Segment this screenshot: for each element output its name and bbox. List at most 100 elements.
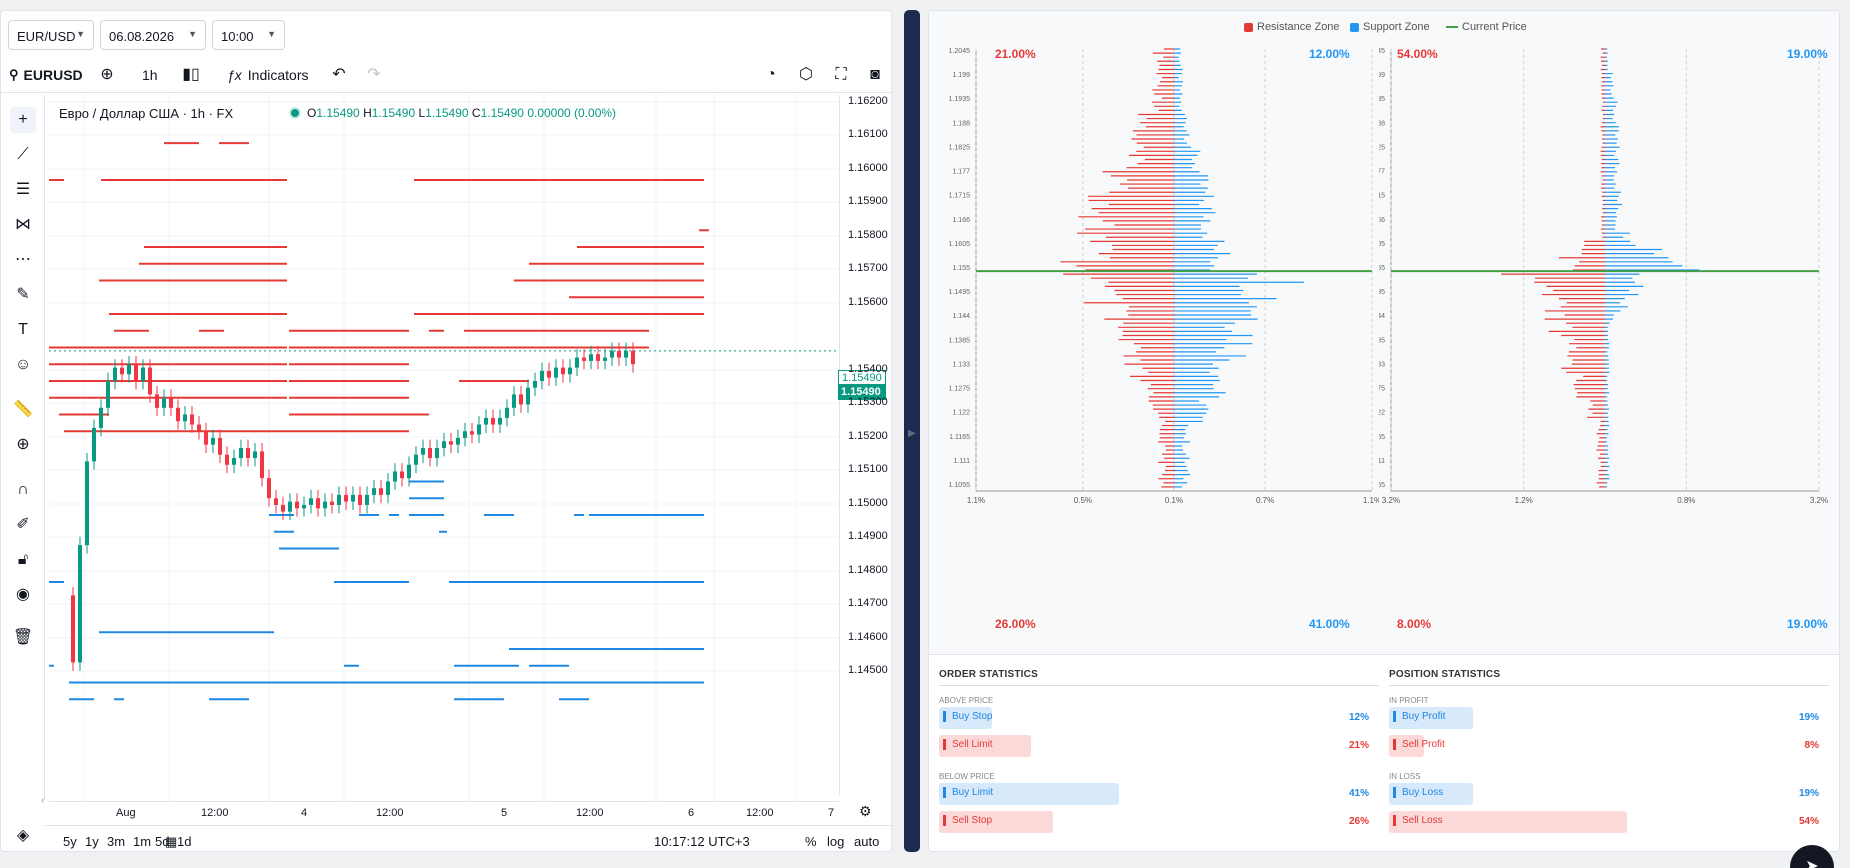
stat-row-sell-loss[interactable]: Sell Loss 54% [1389,811,1819,833]
layers-icon[interactable]: ◈ [16,827,30,844]
candle-body [624,350,628,358]
brush-icon[interactable]: ✎ [16,286,30,303]
settings-gear-icon[interactable]: ⚙ [859,803,872,819]
range-button-5d[interactable]: 5d [155,834,170,849]
stat-bar [939,707,992,729]
range-button-1y[interactable]: 1y [85,834,99,849]
candle-body [148,367,152,395]
alert-icon[interactable]: ◔ [766,66,776,83]
emoji-icon[interactable]: ☺ [14,356,32,373]
y-tick: 1.1165 [1379,434,1385,441]
interval-button[interactable]: 1h [142,63,158,87]
legend-resistance[interactable]: Resistance Zone [1244,21,1340,33]
indicators-button[interactable]: ƒx Indicators [227,63,309,87]
stat-row-buy-loss[interactable]: Buy Loss 19% [1389,783,1819,805]
y-tick: 1.1825 [1379,144,1385,151]
below-price-label: BELOW PRICE [939,772,995,781]
time-tick: 12:00 [576,807,604,819]
stat-label: Buy Loss [1393,787,1443,798]
stat-row-buy-stop[interactable]: Buy Stop 12% [939,707,1369,729]
lock-pencil-icon[interactable]: ✐ [16,516,30,533]
change-value: 0.00000 (0.00%) [527,106,617,120]
crosshair-icon[interactable]: + [10,107,36,133]
legend-current[interactable]: Current Price [1446,21,1527,33]
orderbook-panel: Resistance Zone Support Zone Current Pri… [928,10,1840,852]
candle-body [176,407,180,422]
price-scale[interactable]: 1.15490 1.15490 1.16200 1.16100 1.16000 1.1… [838,95,891,795]
range-button-1m[interactable]: 1m [133,834,152,849]
candles-icon[interactable]: ▮▯ [182,66,200,83]
redo-icon[interactable]: ↷ [367,66,381,83]
x-tick: 1.1% [1363,496,1379,505]
candle-body [225,454,229,465]
stat-row-sell-limit[interactable]: Sell Limit 21% [939,735,1369,757]
fib-lines-icon[interactable]: ☰ [15,181,31,198]
symbol-select[interactable]: EUR/USD ▼ [8,20,94,50]
log-button[interactable]: log [827,834,845,849]
candle-body [239,448,243,459]
order-book-histogram[interactable]: 1.2045 1.199 1.1935 1.188 1.1825 1.177 1.1715 1… [929,41,1379,581]
price-tick: 1.15000 [848,497,888,509]
y-tick: 1.177 [952,169,970,176]
candle-body [505,407,509,418]
text-icon[interactable]: T [18,321,28,338]
stat-bar [939,811,1054,833]
candlestick-chart[interactable] [49,95,839,801]
candle-body [414,454,418,465]
range-button-3m[interactable]: 3m [107,834,126,849]
y-tick: 1.144 [1379,313,1385,320]
candle-body [442,441,446,448]
magnet-icon[interactable]: ∩ [17,481,29,498]
stat-value: 21% [1348,740,1369,751]
candle-body [120,367,124,375]
candle-body [288,501,292,512]
stat-label: Sell Profit [1393,739,1445,750]
undo-icon[interactable]: ↶ [332,66,346,83]
time-tick: Aug [116,807,136,819]
candle-body [323,501,327,509]
in-loss-label: IN LOSS [1389,772,1421,781]
auto-button[interactable]: auto [854,834,880,849]
send-icon[interactable]: ➤ [1790,845,1834,868]
candle-body [470,431,474,435]
stat-row-buy-profit[interactable]: Buy Profit 19% [1389,707,1819,729]
time-select[interactable]: 10:00 ▼ [212,20,285,50]
panel-divider[interactable]: ▶ [904,10,920,852]
compare-add-icon[interactable]: ⊕ [100,66,114,83]
range-button-1d[interactable]: 1d [177,834,192,849]
position-book-histogram[interactable]: 1.2045 1.199 1.1935 1.188 1.1825 1.177 1.1715 1… [1379,41,1840,581]
stat-row-buy-limit[interactable]: Buy Limit 41% [939,783,1369,805]
candle-body [477,424,481,435]
y-tick: 1.1385 [1379,337,1385,344]
settings-icon[interactable]: ⬡ [799,66,813,83]
calendar-range-icon[interactable]: ▦ [165,834,178,849]
ohlc-values: O1.15490 H1.15490 L1.15490 C1.15490 0.00… [291,106,616,120]
y-tick: 1.177 [1379,169,1385,176]
stat-row-sell-profit[interactable]: Sell Profit 8% [1389,735,1819,757]
eye-icon[interactable]: ◉ [16,586,30,603]
symbol-search-button[interactable]: ⚲ EURUSD [9,63,83,87]
trend-line-icon[interactable]: ⟋ [17,146,29,163]
trash-icon[interactable]: 🗑︎ [12,629,34,646]
prediction-icon[interactable]: ⋯ [15,251,31,268]
checkbox-icon [1244,22,1253,32]
unlock-icon[interactable]: 🔓︎ [17,551,29,568]
stat-label: Buy Limit [943,787,993,798]
ruler-icon[interactable]: 📏 [13,401,33,418]
zoom-in-icon[interactable]: ⊕ [16,436,30,453]
pattern-icon[interactable]: ⋈ [15,216,31,233]
date-select[interactable]: 06.08.2026 ▼ [100,20,206,50]
y-tick: 1.1935 [1379,96,1385,103]
stat-row-sell-stop[interactable]: Sell Stop 26% [939,811,1369,833]
camera-icon[interactable]: ◙ [870,66,880,83]
percent-button[interactable]: % [805,834,817,849]
collapse-icon[interactable]: ‹ [41,795,45,806]
range-button-5y[interactable]: 5y [63,834,77,849]
time-axis[interactable]: Aug 12:00 4 12:00 5 12:00 6 12:00 7 [49,801,839,823]
stat-bar [1389,783,1473,805]
legend-support[interactable]: Support Zone [1350,21,1430,33]
candle-body [358,494,362,505]
open-label: O [307,106,317,120]
fullscreen-icon[interactable]: ⛶ [835,66,847,83]
x-tick: 3.2% [1382,496,1400,505]
